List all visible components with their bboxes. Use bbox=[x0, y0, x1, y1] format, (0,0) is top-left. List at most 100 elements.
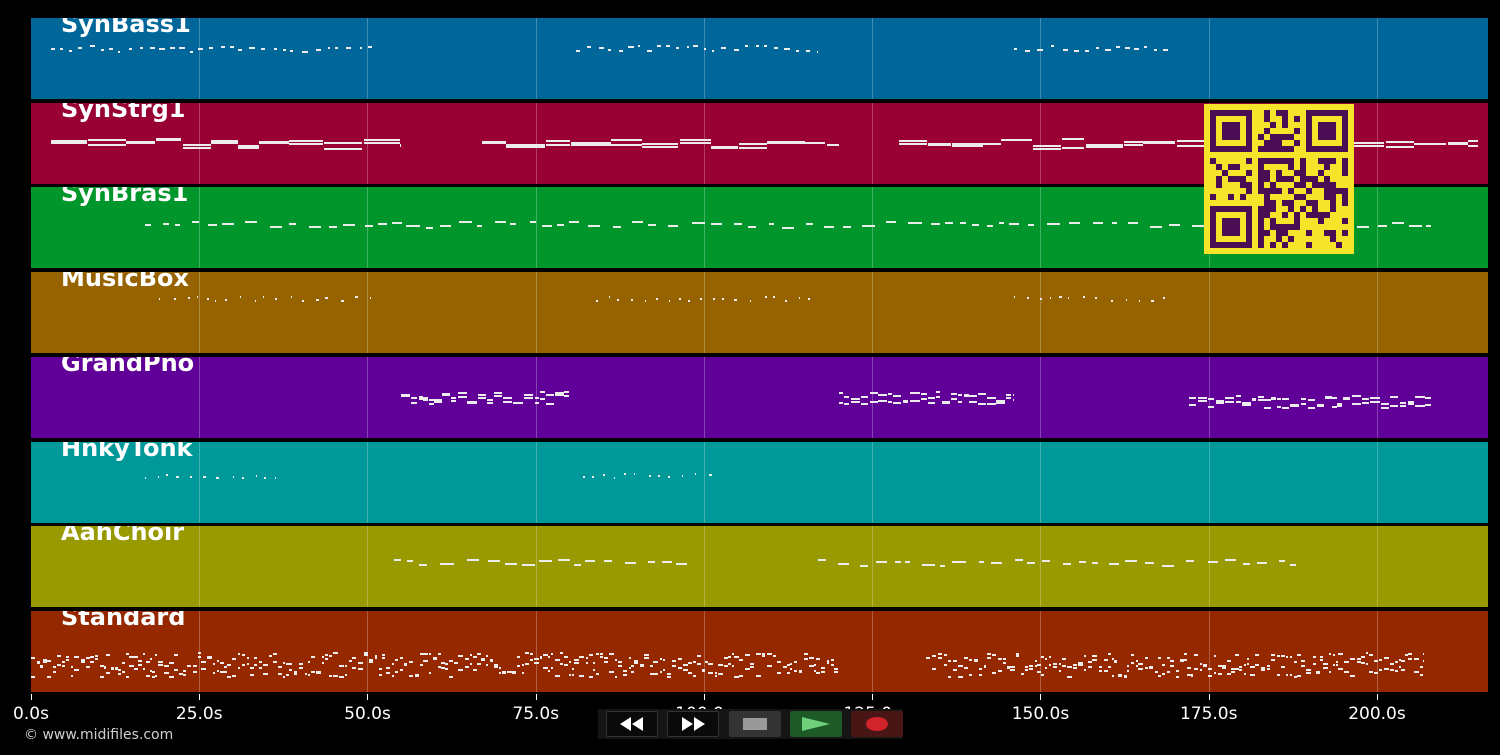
note bbox=[1037, 664, 1041, 667]
gridline bbox=[535, 102, 537, 184]
note bbox=[1395, 660, 1398, 663]
note bbox=[860, 403, 869, 406]
note bbox=[963, 393, 969, 396]
note bbox=[47, 660, 51, 663]
note bbox=[1260, 667, 1265, 670]
stop-button[interactable] bbox=[729, 711, 781, 737]
gridline bbox=[1208, 441, 1210, 523]
note bbox=[298, 666, 303, 669]
note bbox=[162, 223, 169, 226]
note bbox=[283, 676, 286, 679]
note bbox=[368, 658, 374, 661]
note bbox=[547, 656, 551, 659]
note bbox=[381, 654, 386, 657]
note bbox=[714, 675, 717, 678]
note bbox=[278, 666, 283, 669]
note bbox=[59, 47, 63, 50]
note bbox=[545, 144, 571, 147]
note bbox=[1246, 657, 1249, 660]
note bbox=[368, 45, 373, 48]
note bbox=[1425, 224, 1431, 227]
record-icon bbox=[866, 717, 888, 731]
note bbox=[224, 670, 227, 673]
note bbox=[238, 49, 243, 52]
note bbox=[860, 396, 869, 399]
note bbox=[374, 657, 378, 660]
note bbox=[862, 225, 875, 228]
gridline bbox=[703, 18, 705, 99]
note bbox=[111, 667, 114, 669]
note bbox=[158, 476, 160, 479]
note bbox=[640, 664, 645, 667]
note bbox=[1059, 296, 1062, 299]
note bbox=[487, 559, 500, 562]
note bbox=[246, 657, 250, 660]
note bbox=[569, 674, 572, 677]
rewind-button[interactable] bbox=[606, 711, 658, 737]
note bbox=[1398, 659, 1401, 662]
note bbox=[983, 664, 987, 667]
note bbox=[486, 664, 489, 667]
note bbox=[423, 660, 428, 663]
note bbox=[592, 662, 596, 665]
note bbox=[547, 670, 551, 673]
gridline bbox=[872, 187, 874, 269]
note bbox=[1350, 658, 1356, 661]
note bbox=[1215, 400, 1225, 403]
note bbox=[285, 673, 290, 676]
note bbox=[219, 671, 224, 674]
note bbox=[1361, 655, 1366, 658]
note bbox=[169, 675, 174, 678]
note bbox=[1343, 671, 1349, 674]
note bbox=[1184, 658, 1188, 661]
note bbox=[850, 401, 861, 404]
note bbox=[1148, 666, 1154, 669]
note bbox=[237, 653, 241, 656]
note bbox=[772, 295, 776, 298]
note bbox=[676, 563, 688, 566]
note bbox=[208, 224, 218, 227]
note bbox=[1379, 659, 1383, 662]
play-button[interactable] bbox=[790, 711, 842, 737]
note bbox=[877, 400, 888, 403]
note bbox=[1092, 659, 1098, 662]
record-button[interactable] bbox=[851, 711, 903, 737]
note bbox=[1073, 49, 1079, 52]
note bbox=[341, 300, 344, 303]
note bbox=[170, 46, 175, 49]
note bbox=[604, 559, 612, 562]
note bbox=[569, 660, 572, 663]
note bbox=[596, 653, 599, 656]
note bbox=[345, 46, 351, 49]
note bbox=[464, 657, 470, 660]
note bbox=[602, 473, 606, 476]
note bbox=[1190, 675, 1194, 678]
note bbox=[1131, 661, 1135, 664]
note bbox=[986, 403, 997, 406]
note bbox=[648, 223, 657, 226]
note bbox=[142, 667, 146, 670]
note bbox=[349, 659, 352, 662]
gridline bbox=[367, 526, 369, 608]
note bbox=[963, 657, 968, 660]
note bbox=[512, 670, 517, 673]
note bbox=[129, 47, 132, 50]
track-lane: Standard bbox=[31, 610, 1488, 692]
note bbox=[258, 666, 262, 669]
fast-forward-button[interactable] bbox=[667, 711, 719, 737]
note bbox=[71, 666, 74, 669]
note bbox=[1332, 396, 1337, 399]
note bbox=[761, 653, 765, 656]
note bbox=[288, 223, 297, 226]
note bbox=[230, 45, 235, 48]
note bbox=[1188, 396, 1197, 399]
note bbox=[182, 143, 211, 146]
note bbox=[278, 673, 283, 676]
note bbox=[1306, 668, 1311, 671]
note bbox=[242, 476, 244, 479]
gridline bbox=[535, 441, 537, 523]
note bbox=[231, 675, 237, 678]
note bbox=[554, 675, 560, 678]
gridline bbox=[703, 272, 705, 354]
note bbox=[711, 145, 738, 148]
